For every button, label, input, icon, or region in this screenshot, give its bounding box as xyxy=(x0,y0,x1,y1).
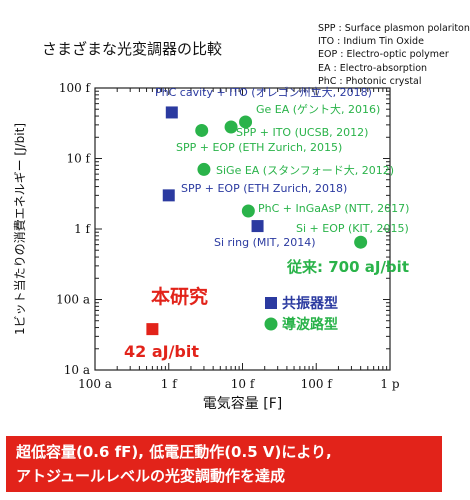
data-point-本研究-0 xyxy=(146,323,159,336)
abbreviation-ea: EA : Electro-absorption xyxy=(318,62,428,74)
data-label: Si ring (MIT, 2014) xyxy=(214,236,316,249)
x-tick-label: 1 f xyxy=(161,377,178,391)
y-tick-label: 10 f xyxy=(66,152,91,166)
data-point-共振器型-0 xyxy=(165,106,178,119)
data-label: PhC cavity + ITO (オレゴン州立大, 2018) xyxy=(155,85,372,99)
data-label: SiGe EA (スタンフォード大, 2012) xyxy=(216,163,394,177)
data-point-導波路型-5 xyxy=(354,235,368,249)
data-point-導波路型-3 xyxy=(197,162,211,176)
legend-marker-waveguide xyxy=(264,317,278,331)
x-tick-label: 100 f xyxy=(301,377,334,391)
summary-line-2: アトジュールレベルの光変調動作を達成 xyxy=(16,467,285,485)
chart-title: さまざまな光変調器の比較 xyxy=(42,40,223,58)
legend-marker-resonator xyxy=(265,297,277,309)
data-point-共振器型-2 xyxy=(251,220,264,233)
data-label: SPP + EOP (ETH Zurich, 2018) xyxy=(181,182,347,195)
x-tick-label: 1 p xyxy=(380,377,399,391)
y-tick-label: 1 f xyxy=(74,222,91,236)
data-label: Ge EA (ゲント大, 2016) xyxy=(256,102,380,116)
abbreviation-spp: SPP : Surface plasmon polariton xyxy=(318,23,470,34)
conventional-annotation: 従来: 700 aJ/bit xyxy=(286,258,409,276)
summary-banner: 超低容量(0.6 fF), 低電圧動作(0.5 V)により, アトジュールレベル… xyxy=(6,436,442,492)
abbreviation-eop: EOP : Electro-optic polymer xyxy=(318,49,449,61)
abbreviation-ito: ITO : Indium Tin Oxide xyxy=(318,36,424,48)
data-point-導波路型-0 xyxy=(239,115,253,129)
data-point-導波路型-2 xyxy=(195,123,209,137)
data-label: SPP + EOP (ETH Zurich, 2015) xyxy=(176,141,342,154)
abbreviation-phc: PhC : Photonic crystal xyxy=(318,75,422,87)
data-label: SPP + ITO (UCSB, 2012) xyxy=(236,126,368,139)
x-tick-label: 100 a xyxy=(78,377,112,391)
this-work-annotation: 本研究 xyxy=(151,285,208,308)
data-point-導波路型-4 xyxy=(241,204,255,218)
legend-label-resonator: 共振器型 xyxy=(282,295,338,312)
x-axis-label: 電気容量 [F] xyxy=(203,395,282,412)
y-tick-label: 100 f xyxy=(59,81,92,95)
summary-line-1: 超低容量(0.6 fF), 低電圧動作(0.5 V)により, xyxy=(16,443,332,461)
data-label: Si + EOP (KIT, 2015) xyxy=(296,222,409,235)
y-tick-label: 100 a xyxy=(56,293,90,307)
abbreviation-list: SPP : Surface plasmon polariton ITO : In… xyxy=(318,22,470,88)
data-point-共振器型-1 xyxy=(162,189,175,202)
data-point-導波路型-1 xyxy=(224,120,238,134)
y-axis-label: 1ビット当たりの消費エネルギー [J/bit] xyxy=(12,123,27,335)
y-tick-label: 10 a xyxy=(64,363,90,377)
x-tick-label: 10 f xyxy=(231,377,256,391)
legend-label-waveguide: 導波路型 xyxy=(282,316,338,333)
data-label: 42 aJ/bit xyxy=(124,342,199,361)
data-label: PhC + InGaAsP (NTT, 2017) xyxy=(258,202,409,215)
